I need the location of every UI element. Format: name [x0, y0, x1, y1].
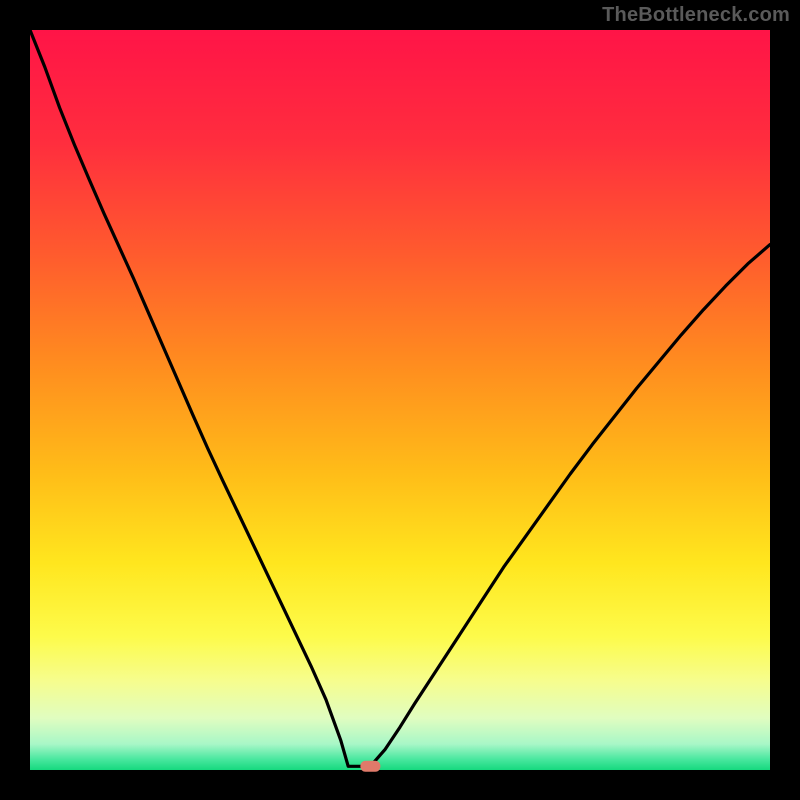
- optimal-point-marker: [360, 761, 380, 772]
- watermark-text: TheBottleneck.com: [602, 4, 790, 27]
- bottleneck-curve-chart: [0, 0, 800, 800]
- plot-gradient-background: [30, 30, 770, 770]
- chart-container: TheBottleneck.com: [0, 0, 800, 800]
